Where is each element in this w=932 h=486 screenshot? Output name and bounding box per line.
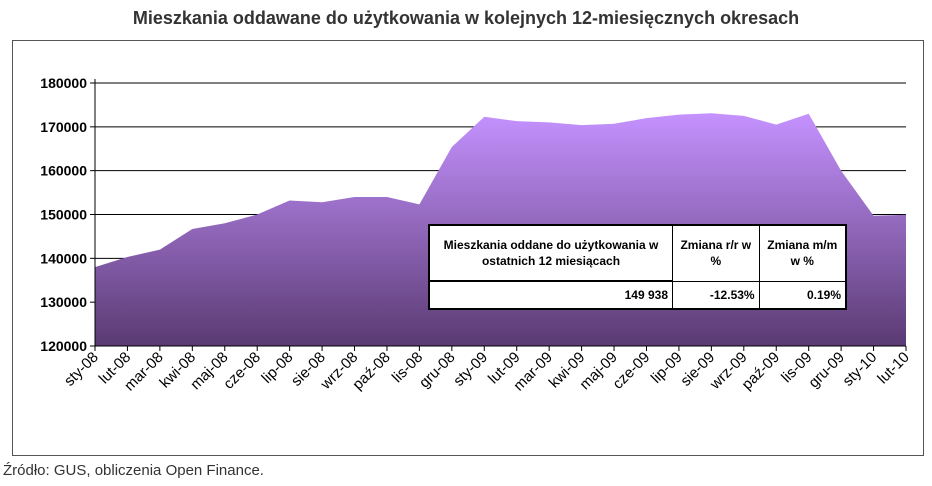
source-note: Źródło: GUS, obliczenia Open Finance. <box>3 462 264 479</box>
y-tick-label: 140000 <box>40 250 87 266</box>
summary-value-yoy: -12.53% <box>672 280 760 310</box>
x-tick-label: lut-10 <box>874 349 913 388</box>
y-tick-label: 150000 <box>40 207 87 223</box>
summary-value-mom: 0.19% <box>758 280 847 310</box>
x-tick-label: cze-09 <box>609 349 653 393</box>
x-tick-label: cze-08 <box>220 349 264 393</box>
y-tick-label: 170000 <box>40 119 87 135</box>
y-tick-label: 130000 <box>40 294 87 310</box>
summary-value-count: 149 938 <box>428 280 674 310</box>
summary-header-yoy: Zmiana r/r w % <box>672 224 760 282</box>
summary-header-count: Mieszkania oddane do użytkowania w ostat… <box>428 224 674 282</box>
y-tick-label: 180000 <box>40 75 87 91</box>
y-tick-label: 160000 <box>40 163 87 179</box>
x-tick-label: sty-08 <box>61 349 102 390</box>
x-tick-label: gru-09 <box>805 349 848 392</box>
summary-header-mom: Zmiana m/m w % <box>758 224 847 282</box>
y-tick-label: 120000 <box>40 338 87 354</box>
chart-title: Mieszkania oddawane do użytkowania w kol… <box>132 8 800 28</box>
summary-table: Mieszkania oddane do użytkowania w ostat… <box>428 224 847 310</box>
x-tick-label: sty-10 <box>839 349 880 390</box>
x-tick-label: sty-09 <box>450 349 491 390</box>
x-tick-label: gru-08 <box>416 349 459 392</box>
